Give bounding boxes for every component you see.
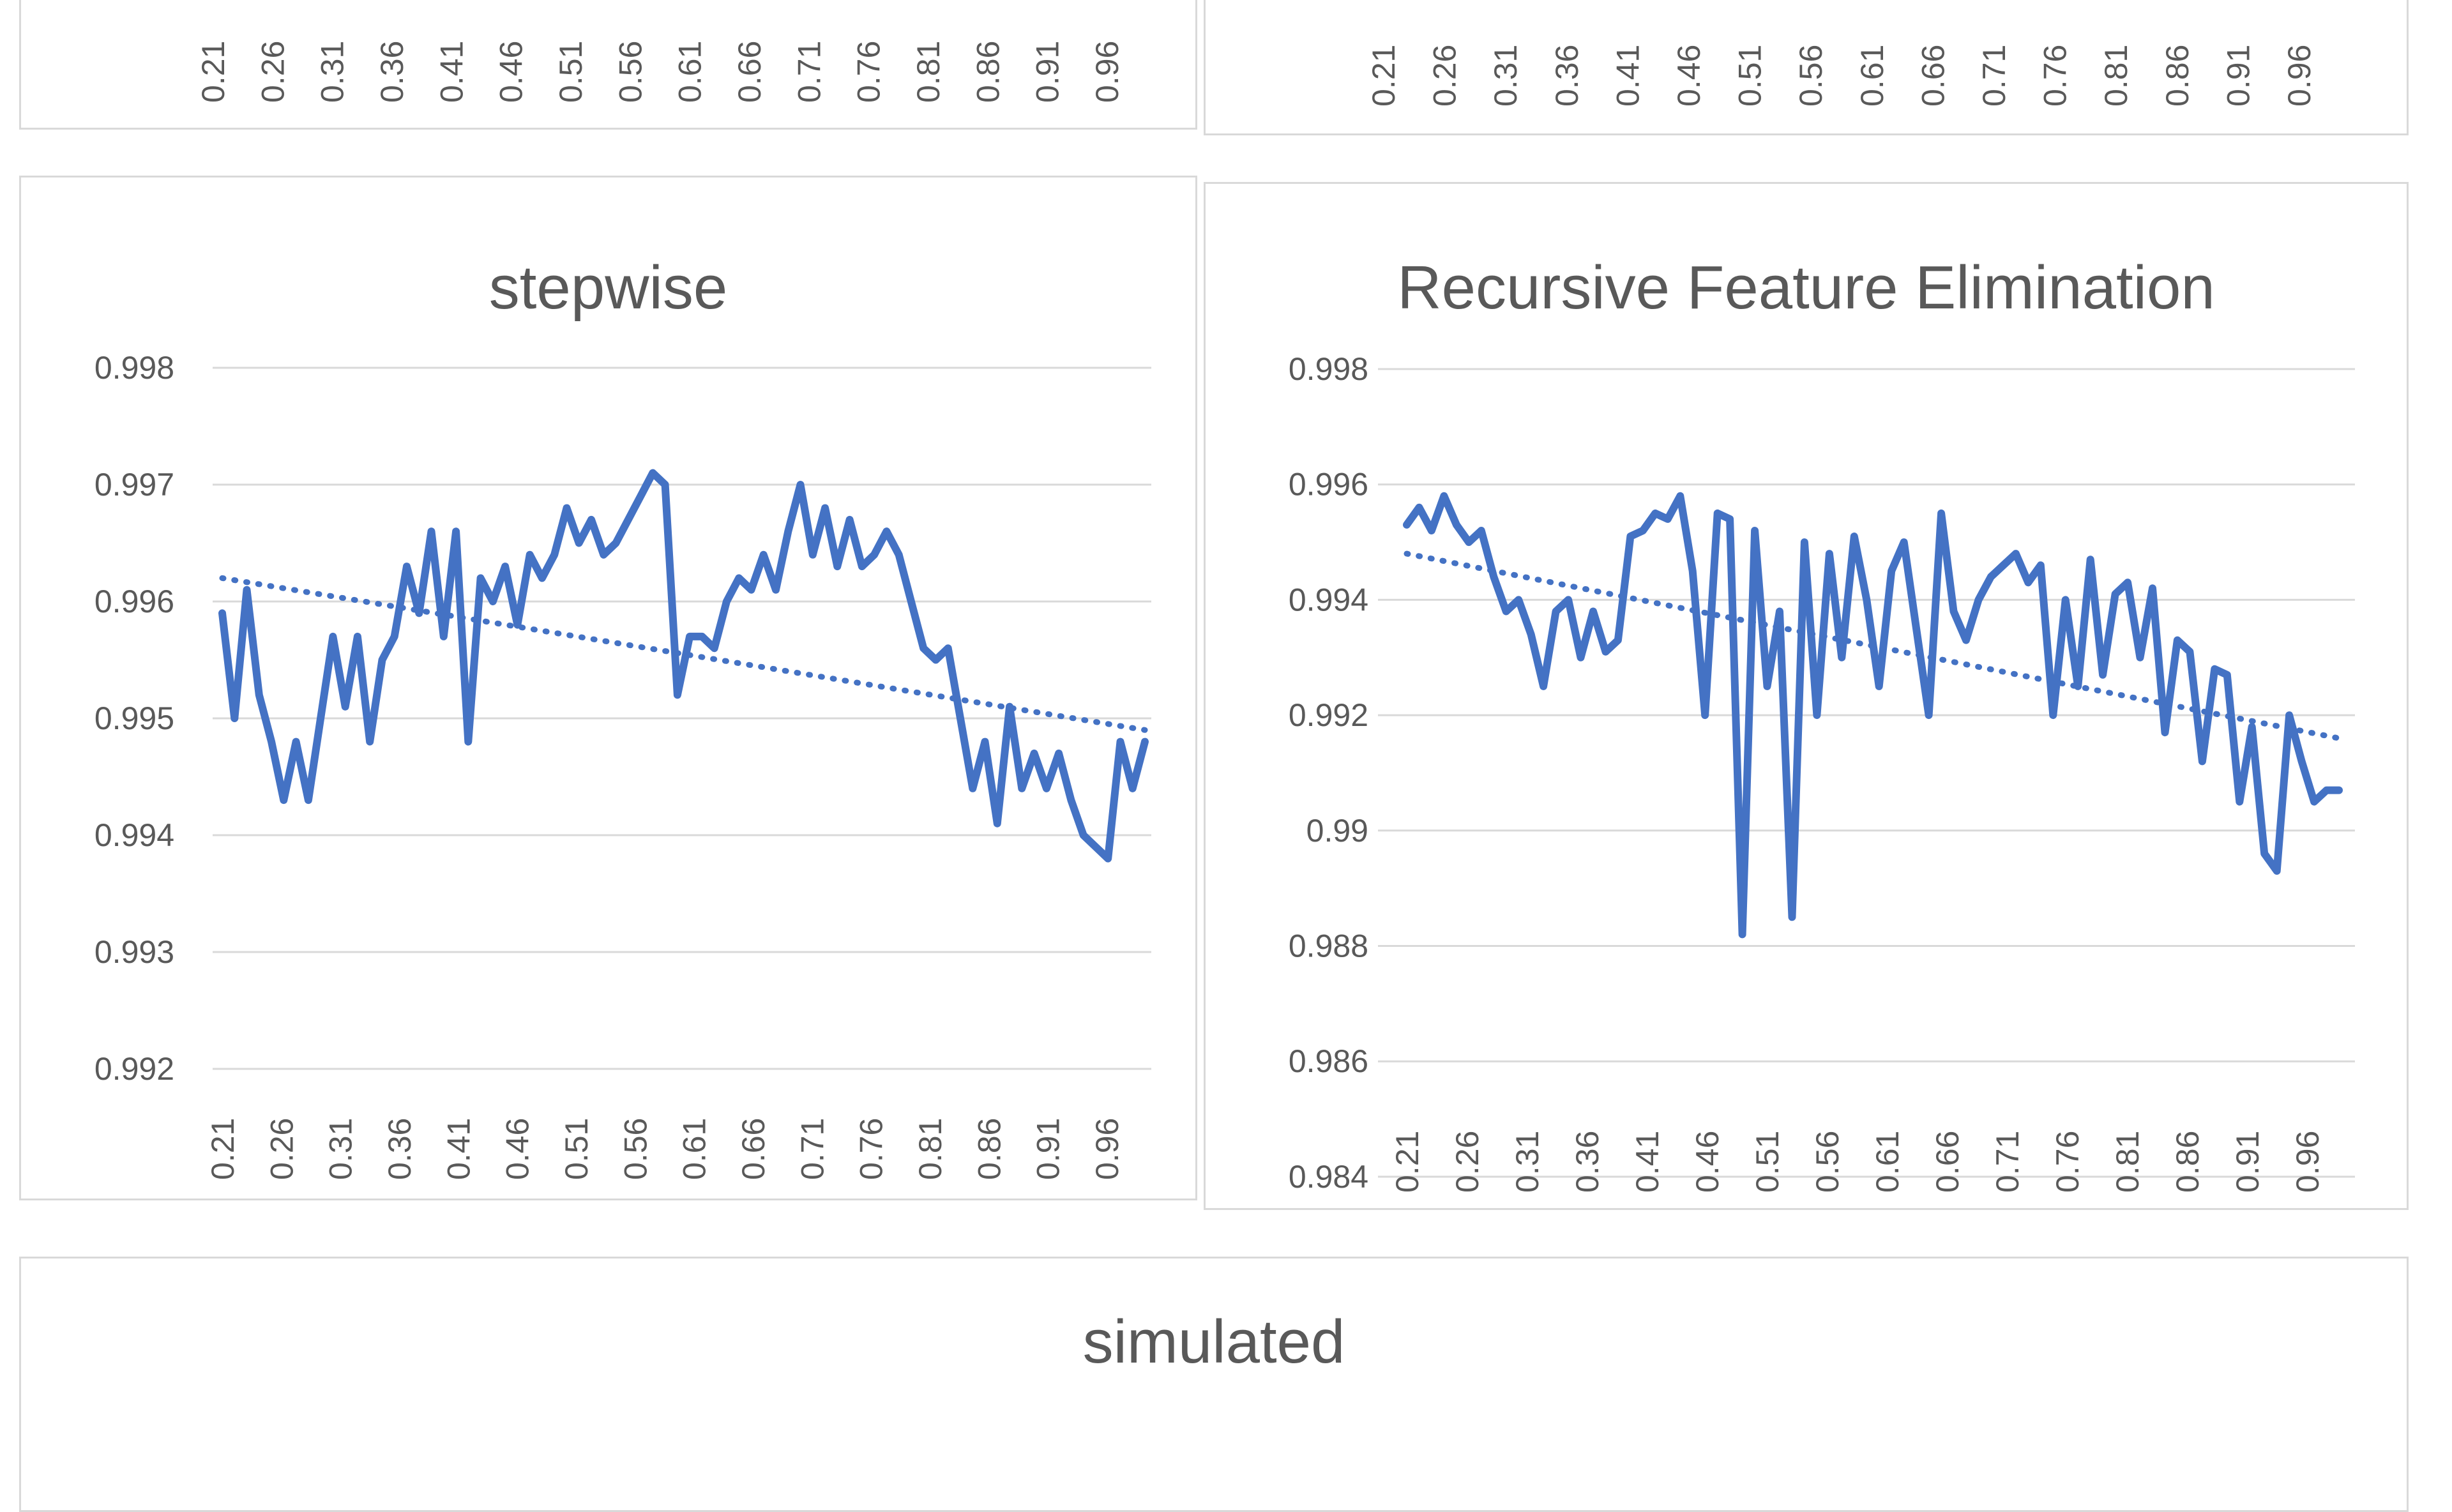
x-tick-label: 0.31 <box>1488 45 1524 107</box>
chart-panel-stepwise: 0.998 0.997 0.996 0.995 0.994 0.993 0.992 0.21 0… <box>19 176 1197 1200</box>
y-tick-label: 0.992 <box>1289 697 1368 733</box>
x-tick-label: 0.76 <box>851 41 887 103</box>
x-tick-label: 0.46 <box>1671 45 1707 107</box>
x-tick-label: 0.36 <box>382 1118 418 1180</box>
x-tick-label: 0.86 <box>971 1118 1007 1180</box>
x-tick-label: 0.61 <box>1870 1131 1905 1193</box>
chart-panel-top-left-cropped: 0.21 0.26 0.31 0.36 0.41 0.46 0.51 0.56 0.61 0.66… <box>19 0 1197 130</box>
x-tick-label: 0.51 <box>553 41 589 103</box>
x-tick-label: 0.96 <box>2290 1131 2326 1193</box>
y-tick-label: 0.995 <box>95 700 174 736</box>
x-tick-label: 0.56 <box>617 1118 653 1180</box>
y-tick-label: 0.997 <box>95 467 174 503</box>
x-tick-label: 0.96 <box>2282 45 2317 107</box>
x-tick-label: 0.66 <box>736 1118 771 1180</box>
x-tick-label: 0.71 <box>791 41 827 103</box>
x-tick-label: 0.81 <box>911 41 946 103</box>
y-tick-label: 0.993 <box>95 934 174 970</box>
x-tick-label: 0.61 <box>677 1118 713 1180</box>
x-tick-label: 0.71 <box>1976 45 2012 107</box>
x-tick-label: 0.81 <box>2098 45 2134 107</box>
x-tick-label: 0.56 <box>1793 45 1829 107</box>
series-line <box>218 469 1149 863</box>
chart-panel-top-right-cropped: 0.21 0.26 0.31 0.36 0.41 0.46 0.51 0.56 0.61 0.66… <box>1204 0 2409 135</box>
x-tick-label: 0.41 <box>1610 45 1646 107</box>
chart-canvas: 0.21 0.26 0.31 0.36 0.41 0.46 0.51 0.56 0.61 0.66… <box>195 41 1125 103</box>
y-tick-label: 0.992 <box>95 1051 174 1087</box>
series-line <box>1403 492 2343 939</box>
x-tick-label: 0.81 <box>912 1118 948 1180</box>
x-tick-label: 0.86 <box>970 41 1006 103</box>
x-tick-label: 0.41 <box>1630 1131 1665 1193</box>
x-tick-label: 0.86 <box>2160 45 2195 107</box>
x-tick-label: 0.41 <box>434 41 469 103</box>
y-tick-label: 0.994 <box>95 817 174 853</box>
x-tick-label: 0.51 <box>1750 1131 1785 1193</box>
chart-panel-recursive-feature-elimination: 0.998 0.996 0.994 0.992 0.99 0.988 0.986 0.984 0… <box>1204 182 2409 1210</box>
x-tick-label: 0.91 <box>1031 1118 1066 1180</box>
x-tick-label: 0.86 <box>2170 1131 2206 1193</box>
x-tick-label: 0.26 <box>1449 1131 1485 1193</box>
y-tick-label: 0.984 <box>1289 1159 1368 1195</box>
x-tick-label: 0.76 <box>2038 45 2073 107</box>
x-tick-label: 0.31 <box>323 1118 359 1180</box>
x-tick-label: 0.36 <box>1549 45 1585 107</box>
x-tick-label: 0.71 <box>1990 1131 2025 1193</box>
x-tick-label: 0.96 <box>1089 1118 1125 1180</box>
x-tick-label: 0.56 <box>612 41 648 103</box>
x-tick-label: 0.31 <box>315 41 351 103</box>
y-tick-label: 0.998 <box>1289 351 1368 387</box>
x-tick-label: 0.66 <box>1915 45 1951 107</box>
chart-canvas: 0.998 0.996 0.994 0.992 0.99 0.988 0.986 0.984 0… <box>1289 351 2355 1195</box>
x-tick-label: 0.26 <box>1427 45 1463 107</box>
x-tick-label: 0.71 <box>794 1118 830 1180</box>
x-tick-label: 0.56 <box>1810 1131 1845 1193</box>
x-tick-label: 0.36 <box>1570 1131 1605 1193</box>
y-tick-label: 0.99 <box>1306 813 1368 849</box>
x-tick-label: 0.51 <box>559 1118 594 1180</box>
x-tick-label: 0.21 <box>1366 45 1402 107</box>
x-tick-label: 0.26 <box>264 1118 299 1180</box>
x-tick-label: 0.21 <box>1389 1131 1425 1193</box>
y-tick-label: 0.986 <box>1289 1043 1368 1079</box>
x-tick-label: 0.66 <box>1930 1131 1965 1193</box>
x-tick-label: 0.91 <box>2230 1131 2266 1193</box>
x-tick-label: 0.46 <box>494 41 529 103</box>
x-tick-label: 0.31 <box>1510 1131 1545 1193</box>
chart-title: stepwise <box>488 253 728 322</box>
x-tick-label: 0.36 <box>374 41 410 103</box>
x-tick-label: 0.21 <box>195 41 231 103</box>
chart-panel-simulated-cropped: simulated <box>19 1257 2409 1512</box>
trendline <box>219 575 1148 733</box>
chart-title: Recursive Feature Elimination <box>1397 253 2215 322</box>
y-tick-label: 0.996 <box>1289 467 1368 503</box>
chart-canvas: 0.998 0.997 0.996 0.995 0.994 0.993 0.992 0.21 0… <box>95 350 1151 1180</box>
y-tick-label: 0.996 <box>95 584 174 619</box>
chart-title: simulated <box>1082 1308 1345 1376</box>
x-tick-label: 0.76 <box>854 1118 889 1180</box>
chart-canvas: 0.21 0.26 0.31 0.36 0.41 0.46 0.51 0.56 0.61 0.66… <box>1366 45 2317 107</box>
x-tick-label: 0.61 <box>672 41 708 103</box>
x-tick-label: 0.51 <box>1732 45 1768 107</box>
x-tick-label: 0.91 <box>1030 41 1066 103</box>
x-tick-label: 0.46 <box>500 1118 536 1180</box>
x-tick-label: 0.21 <box>205 1118 241 1180</box>
y-tick-label: 0.988 <box>1289 928 1368 964</box>
y-tick-label: 0.994 <box>1289 582 1368 617</box>
x-tick-label: 0.96 <box>1089 41 1125 103</box>
x-tick-label: 0.66 <box>732 41 768 103</box>
x-tick-label: 0.61 <box>1854 45 1890 107</box>
x-tick-label: 0.46 <box>1690 1131 1725 1193</box>
y-tick-label: 0.998 <box>95 350 174 386</box>
x-tick-label: 0.81 <box>2110 1131 2146 1193</box>
x-tick-label: 0.91 <box>2220 45 2256 107</box>
x-tick-label: 0.26 <box>255 41 291 103</box>
x-tick-label: 0.76 <box>2050 1131 2085 1193</box>
x-tick-label: 0.41 <box>441 1118 476 1180</box>
